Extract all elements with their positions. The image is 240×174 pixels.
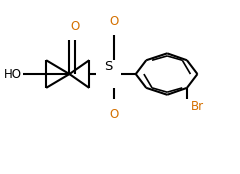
Text: S: S bbox=[104, 60, 112, 73]
Text: O: O bbox=[109, 15, 118, 28]
Text: O: O bbox=[109, 108, 118, 121]
Text: O: O bbox=[71, 20, 80, 33]
Text: HO: HO bbox=[4, 68, 22, 81]
Text: Br: Br bbox=[190, 100, 204, 113]
